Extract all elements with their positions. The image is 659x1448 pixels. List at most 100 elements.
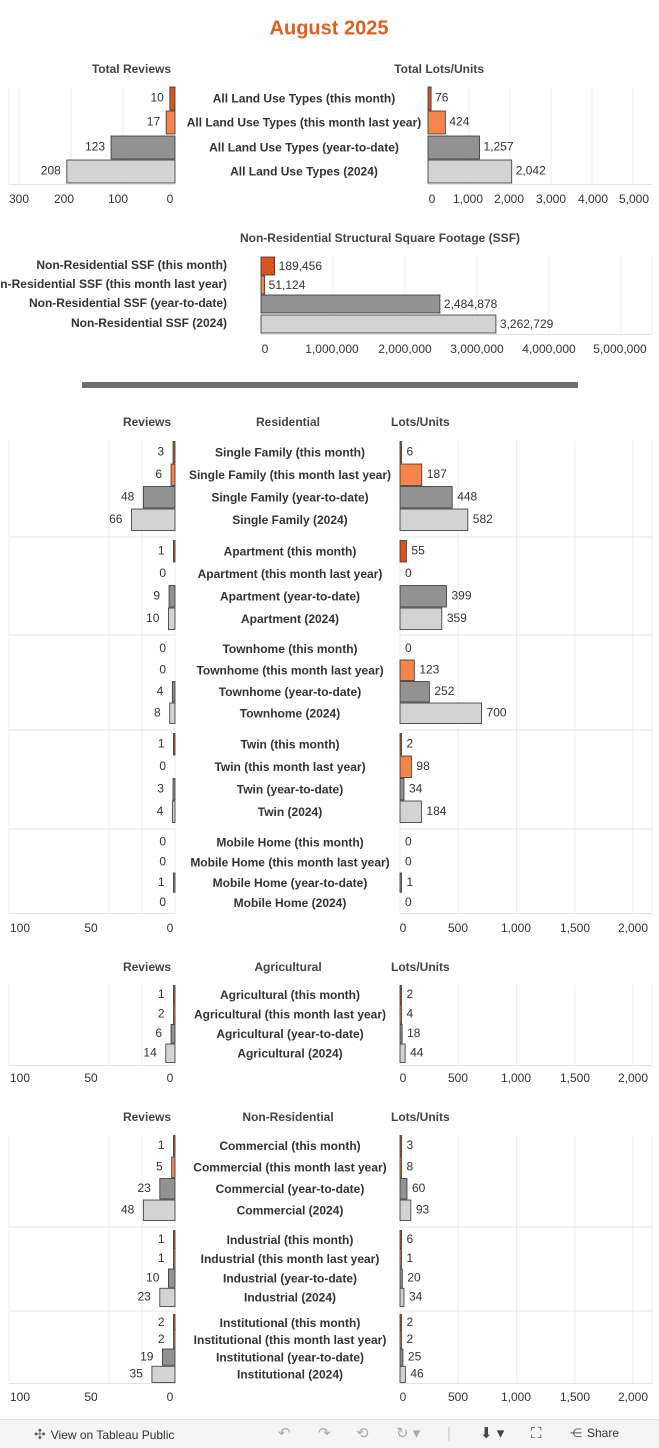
category-label: Industrial (this month last year) — [201, 1252, 380, 1266]
reviews-value-label: 1 — [158, 736, 165, 750]
units-value-label: 0 — [405, 834, 412, 848]
tableau-logo-icon: ✣ — [34, 1426, 46, 1442]
section-header: Non-Residential — [242, 1110, 333, 1124]
view-on-tableau-label: View on Tableau Public — [50, 1427, 175, 1442]
category-label: Townhome (2024) — [240, 706, 340, 720]
download-icon[interactable]: ⬇ ▾ — [480, 1425, 505, 1442]
category-label: Industrial (2024) — [244, 1291, 336, 1305]
revert-icon[interactable]: ⟲ — [356, 1425, 369, 1442]
undo-icon[interactable]: ↶ — [278, 1425, 291, 1442]
units-bar — [399, 681, 430, 703]
units-tick: 0 — [400, 921, 407, 935]
ssf-category-label: Non-Residential SSF (2024) — [71, 316, 227, 330]
view-on-tableau-public-link[interactable]: ✣ View on Tableau Public — [34, 1426, 174, 1443]
category-label: Twin (this month last year) — [214, 760, 365, 774]
units-value-label: 582 — [473, 512, 493, 526]
units-bar — [399, 1178, 408, 1200]
fullscreen-icon[interactable]: ⛶ — [531, 1425, 542, 1442]
ssf-tick: 5,000,000 — [593, 342, 647, 356]
units-tick: 1,000 — [453, 192, 483, 206]
category-label: Twin (year-to-date) — [237, 782, 343, 796]
reviews-value-label: 5 — [156, 1159, 163, 1173]
share-button[interactable]: ⋲ Share — [570, 1426, 619, 1440]
category-label: Mobile Home (year-to-date) — [213, 876, 368, 890]
category-label: Townhome (this month) — [222, 642, 357, 656]
category-label: Commercial (this month) — [219, 1139, 360, 1153]
section-header: Agricultural — [254, 960, 321, 974]
units-tick: 500 — [448, 1390, 468, 1404]
total-units-bar — [427, 110, 446, 135]
category-label: Commercial (year-to-date) — [216, 1182, 365, 1196]
page-title: August 2025 — [270, 17, 389, 39]
units-bar — [399, 607, 443, 630]
reviews-header: Reviews — [123, 415, 171, 429]
units-value-label: 20 — [407, 1270, 421, 1284]
reviews-bar — [173, 1331, 176, 1349]
total-category-label: All Land Use Types (year-to-date) — [209, 141, 399, 155]
units-bar — [399, 585, 447, 608]
category-label: Industrial (this month) — [227, 1233, 354, 1247]
category-label: Mobile Home (this month) — [216, 835, 363, 849]
units-header: Lots/Units — [391, 960, 450, 974]
total-reviews-bar — [66, 159, 176, 184]
reviews-value-label: 0 — [159, 566, 166, 580]
units-bar — [399, 508, 469, 531]
reviews-tick: 300 — [9, 192, 29, 206]
reviews-tick: 50 — [84, 1390, 98, 1404]
category-label: Industrial (year-to-date) — [223, 1271, 357, 1285]
units-tick: 1,500 — [560, 1390, 590, 1404]
reviews-value-label: 1 — [158, 987, 165, 1001]
units-value-label: 1 — [407, 1251, 414, 1265]
category-label: Agricultural (2024) — [237, 1046, 342, 1060]
units-value-label: 0 — [405, 641, 412, 655]
units-bar — [399, 540, 407, 563]
reviews-tick: 0 — [167, 1390, 174, 1404]
units-tick: 1,000 — [501, 921, 531, 935]
reviews-value-label: 1 — [158, 1232, 165, 1246]
ssf-value-label: 189,456 — [279, 259, 323, 273]
units-bar — [399, 1199, 412, 1221]
units-bar — [399, 1348, 404, 1366]
reviews-value-label: 9 — [153, 588, 160, 602]
tableau-toolbar: ✣ View on Tableau Public ↶ ↷ ⟲ ↻ ▾ | ⬇ ▾… — [0, 1419, 659, 1448]
units-tick: 1,500 — [560, 921, 590, 935]
category-label: Twin (this month) — [240, 737, 339, 751]
category-label: Institutional (year-to-date) — [216, 1350, 364, 1364]
units-value-label: 60 — [412, 1181, 426, 1195]
reviews-bar — [171, 1156, 176, 1178]
reviews-value-label: 35 — [130, 1367, 144, 1381]
total-units-label: 1,257 — [484, 140, 514, 154]
reviews-value-label: 2 — [158, 1332, 165, 1346]
reviews-header: Reviews — [123, 1110, 171, 1124]
category-label: Institutional (this month) — [220, 1316, 361, 1330]
reviews-tick: 100 — [10, 1071, 30, 1085]
units-value-label: 98 — [416, 759, 430, 773]
reviews-bar — [172, 441, 176, 464]
category-label: Single Family (this month) — [215, 445, 365, 459]
redo-icon[interactable]: ↷ — [318, 1425, 331, 1442]
reviews-tick: 100 — [108, 192, 128, 206]
reviews-bar — [170, 1024, 176, 1044]
units-bar — [399, 800, 422, 823]
reviews-tick: 100 — [10, 1390, 30, 1404]
units-bar — [399, 985, 402, 1005]
units-tick: 1,000 — [501, 1390, 531, 1404]
reviews-value-label: 8 — [154, 705, 161, 719]
units-tick: 2,000 — [494, 192, 524, 206]
units-value-label: 34 — [409, 781, 423, 795]
units-bar — [399, 1230, 402, 1250]
reviews-bar — [173, 1314, 176, 1332]
share-label: Share — [587, 1426, 620, 1440]
units-value-label: 8 — [407, 1159, 414, 1173]
reviews-bar — [173, 872, 176, 893]
reviews-tick: 0 — [167, 1071, 174, 1085]
reviews-bar — [151, 1365, 176, 1383]
units-value-label: 46 — [410, 1367, 424, 1381]
section-header: Residential — [256, 415, 320, 429]
units-value-label: 3 — [407, 1138, 414, 1152]
units-value-label: 25 — [408, 1349, 422, 1363]
refresh-icon[interactable]: ↻ ▾ — [396, 1425, 421, 1442]
reviews-bar — [169, 702, 176, 724]
units-tick: 1,500 — [560, 1071, 590, 1085]
category-label: Apartment (this month last year) — [198, 567, 383, 581]
